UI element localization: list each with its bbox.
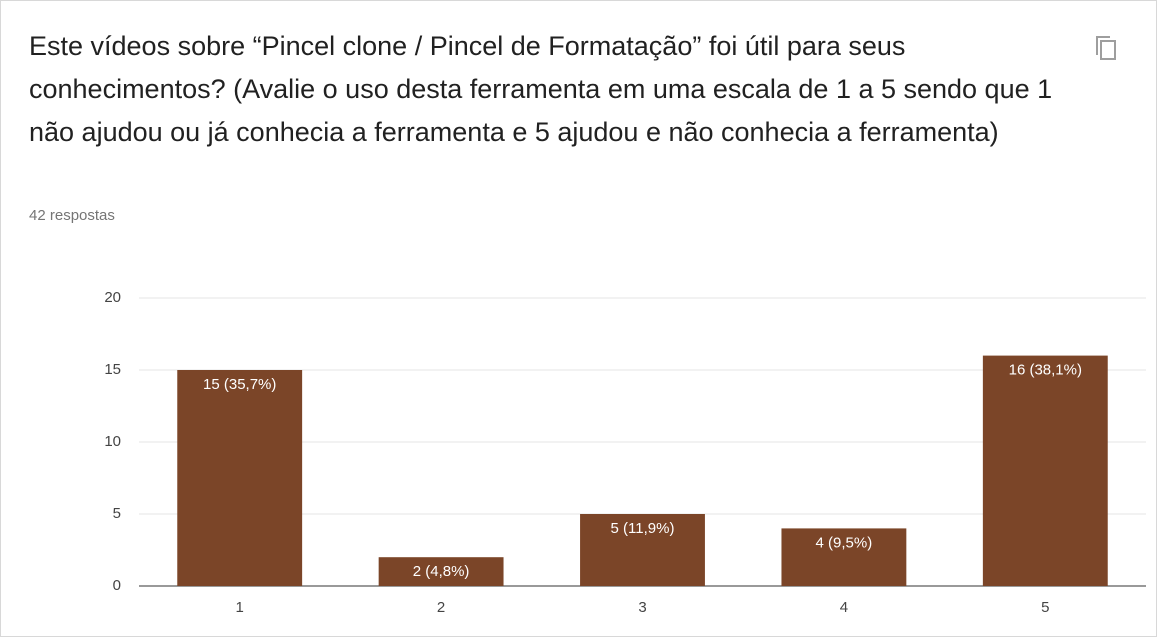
data-label: 4 (9,5%)	[816, 534, 873, 551]
data-label: 5 (11,9%)	[611, 520, 675, 537]
bar	[580, 514, 705, 586]
data-label: 15 (35,7%)	[203, 376, 276, 393]
data-label: 2 (4,8%)	[413, 563, 470, 580]
data-label: 16 (38,1%)	[1009, 362, 1082, 379]
bar	[781, 528, 907, 586]
y-tick-label: 20	[104, 289, 121, 306]
y-tick-label: 0	[113, 577, 121, 594]
copy-icon[interactable]	[1094, 34, 1120, 64]
bar	[177, 370, 303, 586]
x-tick-label: 1	[236, 599, 244, 616]
y-tick-label: 15	[104, 361, 121, 378]
response-count: 42 respostas	[29, 207, 115, 224]
bar	[378, 557, 504, 586]
y-tick-label: 10	[104, 433, 121, 450]
x-tick-label: 3	[638, 599, 646, 616]
chart-title: Este vídeos sobre “Pincel clone / Pincel…	[29, 31, 1053, 147]
x-tick-label: 2	[437, 599, 445, 616]
bar	[982, 355, 1108, 586]
x-tick-label: 4	[840, 599, 848, 616]
x-tick-label: 5	[1041, 599, 1049, 616]
y-tick-label: 5	[113, 505, 121, 522]
